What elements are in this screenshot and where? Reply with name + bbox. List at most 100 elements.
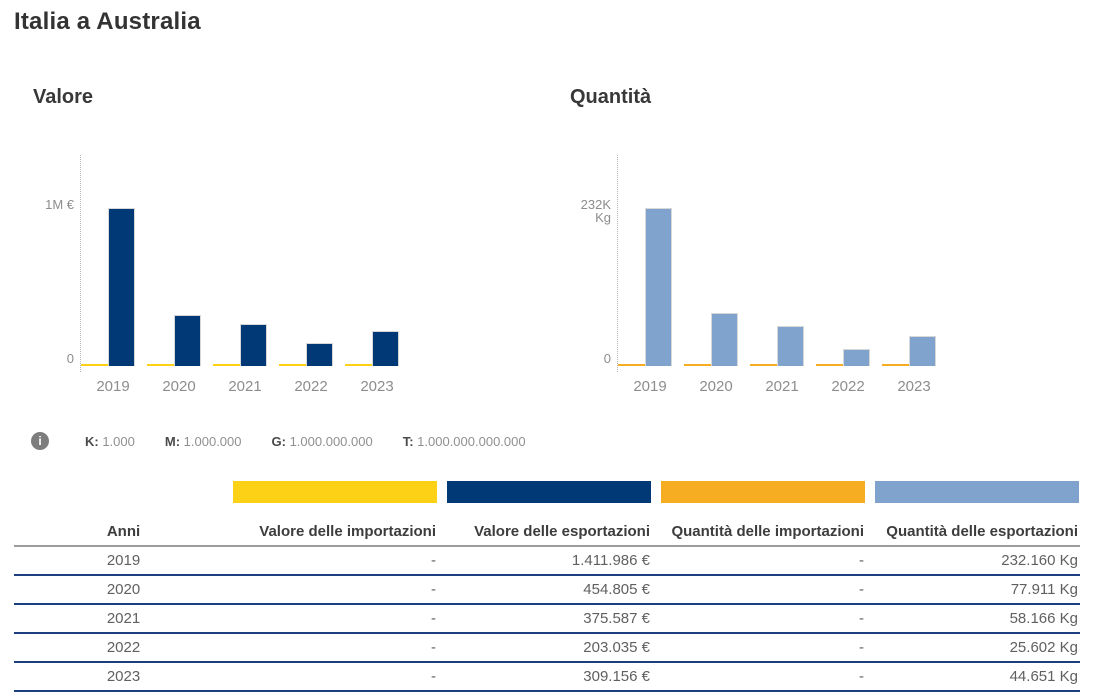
valore-importazioni-bar[interactable]	[147, 364, 174, 366]
value-cell: 309.156 €	[583, 668, 650, 685]
value-cell: 44.651 Kg	[1009, 668, 1078, 685]
table-body: 2019 - 1.411.986 € - 232.160 Kg 2020 - 454.805 …	[14, 547, 1080, 692]
y-axis-line	[617, 155, 618, 372]
quantita-importazioni-bar[interactable]	[750, 364, 777, 366]
quantita-esportazioni-bar[interactable]	[777, 326, 804, 366]
value-cell: -	[859, 552, 864, 569]
table-row: 2022 - 203.035 € - 25.602 Kg	[14, 634, 1080, 663]
valore-esportazioni-bar[interactable]	[174, 315, 201, 366]
valore-esportazioni-bar[interactable]	[240, 324, 267, 366]
x-axis: 2019 2020 2021 2022 2023	[617, 378, 957, 396]
chart-title-valore: Valore	[33, 86, 94, 108]
unit-legend-item: T: 1.000.000.000.000	[402, 434, 526, 449]
y-axis-tick-max: 232K Kg	[580, 197, 611, 225]
bar-group	[684, 155, 738, 366]
table-row: 2023 - 309.156 € - 44.651 Kg	[14, 663, 1080, 692]
value-cell: -	[859, 610, 864, 627]
chart-title-quantita: Quantità	[570, 86, 652, 108]
quantita-importazioni-bar[interactable]	[618, 364, 645, 366]
year-cell: 2021	[106, 610, 141, 627]
table-header-row: Anni Valore delle importazioni Valore dell…	[14, 518, 1080, 547]
value-cell: -	[431, 639, 436, 656]
table-header-cell: Valore delle esportazioni	[474, 523, 650, 540]
unit-legend-item: K: 1.000	[85, 434, 135, 449]
x-axis-year-label: 2021	[765, 378, 799, 395]
legend-swatch-quantita-esportazioni	[875, 481, 1079, 503]
table-row: 2020 - 454.805 € - 77.911 Kg	[14, 576, 1080, 605]
year-cell: 2020	[106, 581, 141, 598]
bar-group	[279, 155, 333, 366]
valore-importazioni-bar[interactable]	[279, 364, 306, 366]
x-axis-year-label: 2019	[633, 378, 667, 395]
value-cell: -	[859, 581, 864, 598]
info-icon[interactable]: i	[31, 432, 49, 450]
bar-group	[147, 155, 201, 366]
x-axis: 2019 2020 2021 2022 2023	[80, 378, 420, 396]
quantita-esportazioni-bar[interactable]	[843, 349, 870, 366]
year-cell: 2023	[106, 668, 141, 685]
bar-group	[882, 155, 936, 366]
quantita-importazioni-bar[interactable]	[684, 364, 711, 366]
value-cell: -	[431, 668, 436, 685]
valore-importazioni-bar[interactable]	[213, 364, 240, 366]
x-axis-year-label: 2023	[897, 378, 931, 395]
unit-legend-item: M: 1.000.000	[164, 434, 242, 449]
value-cell: 375.587 €	[583, 610, 650, 627]
legend-swatch-valore-importazioni	[233, 481, 437, 503]
value-cell: 58.166 Kg	[1009, 610, 1078, 627]
quantita-esportazioni-bar[interactable]	[909, 336, 936, 366]
x-axis-year-label: 2020	[699, 378, 733, 395]
x-axis-year-label: 2019	[96, 378, 130, 395]
y-axis-tick-max: 1M €	[45, 197, 74, 212]
valore-importazioni-bar[interactable]	[81, 364, 108, 366]
chart-quantita: Quantità 232K Kg 0 2019 2020 2021 2022 2023	[537, 86, 1017, 398]
table-row: 2021 - 375.587 € - 58.166 Kg	[14, 605, 1080, 634]
value-cell: 454.805 €	[583, 581, 650, 598]
table-row: 2019 - 1.411.986 € - 232.160 Kg	[14, 547, 1080, 576]
valore-esportazioni-bar[interactable]	[372, 331, 399, 366]
bar-group	[213, 155, 267, 366]
x-axis-year-label: 2022	[294, 378, 328, 395]
bar-group	[750, 155, 804, 366]
table-header-cell: Quantità delle importazioni	[671, 523, 864, 540]
value-cell: -	[431, 552, 436, 569]
quantita-importazioni-bar[interactable]	[882, 364, 909, 366]
unit-legend: K: 1.000 M: 1.000.000 G: 1.000.000.000 T: 1…	[85, 434, 526, 450]
data-table: Anni Valore delle importazioni Valore dell…	[14, 518, 1080, 692]
value-cell: 203.035 €	[583, 639, 650, 656]
x-axis-year-label: 2023	[360, 378, 394, 395]
quantita-esportazioni-bar[interactable]	[711, 313, 738, 366]
unit-legend-item: G: 1.000.000.000	[271, 434, 373, 449]
table-legend-row	[14, 481, 1080, 503]
x-axis-year-label: 2022	[831, 378, 865, 395]
bar-group	[618, 155, 672, 366]
y-axis-tick-zero: 0	[66, 351, 74, 366]
bar-group	[81, 155, 135, 366]
plot-area	[80, 155, 420, 366]
quantita-importazioni-bar[interactable]	[816, 364, 843, 366]
value-cell: 77.911 Kg	[1010, 581, 1078, 598]
plot-area	[617, 155, 957, 366]
x-axis-year-label: 2020	[162, 378, 196, 395]
valore-esportazioni-bar[interactable]	[108, 208, 135, 366]
value-cell: 25.602 Kg	[1009, 639, 1078, 656]
quantita-esportazioni-bar[interactable]	[645, 208, 672, 366]
table-header-cell: Anni	[106, 523, 141, 540]
bar-group	[816, 155, 870, 366]
value-cell: -	[859, 668, 864, 685]
x-axis-year-label: 2021	[228, 378, 262, 395]
y-axis-tick-zero: 0	[603, 351, 611, 366]
table-header-cell: Quantità delle esportazioni	[886, 523, 1078, 540]
value-cell: 232.160 Kg	[1001, 552, 1078, 569]
valore-importazioni-bar[interactable]	[345, 364, 372, 366]
chart-valore: Valore 1M € 0 2019 2020 2021 2022 2023	[0, 86, 480, 398]
year-cell: 2019	[106, 552, 141, 569]
value-cell: -	[859, 639, 864, 656]
y-axis-line	[80, 155, 81, 372]
valore-esportazioni-bar[interactable]	[306, 343, 333, 366]
year-cell: 2022	[106, 639, 141, 656]
bar-group	[345, 155, 399, 366]
value-cell: 1.411.986 €	[571, 552, 650, 569]
legend-spacer	[14, 481, 233, 503]
